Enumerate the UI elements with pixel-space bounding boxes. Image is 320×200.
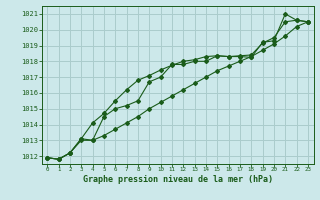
X-axis label: Graphe pression niveau de la mer (hPa): Graphe pression niveau de la mer (hPa): [83, 175, 273, 184]
